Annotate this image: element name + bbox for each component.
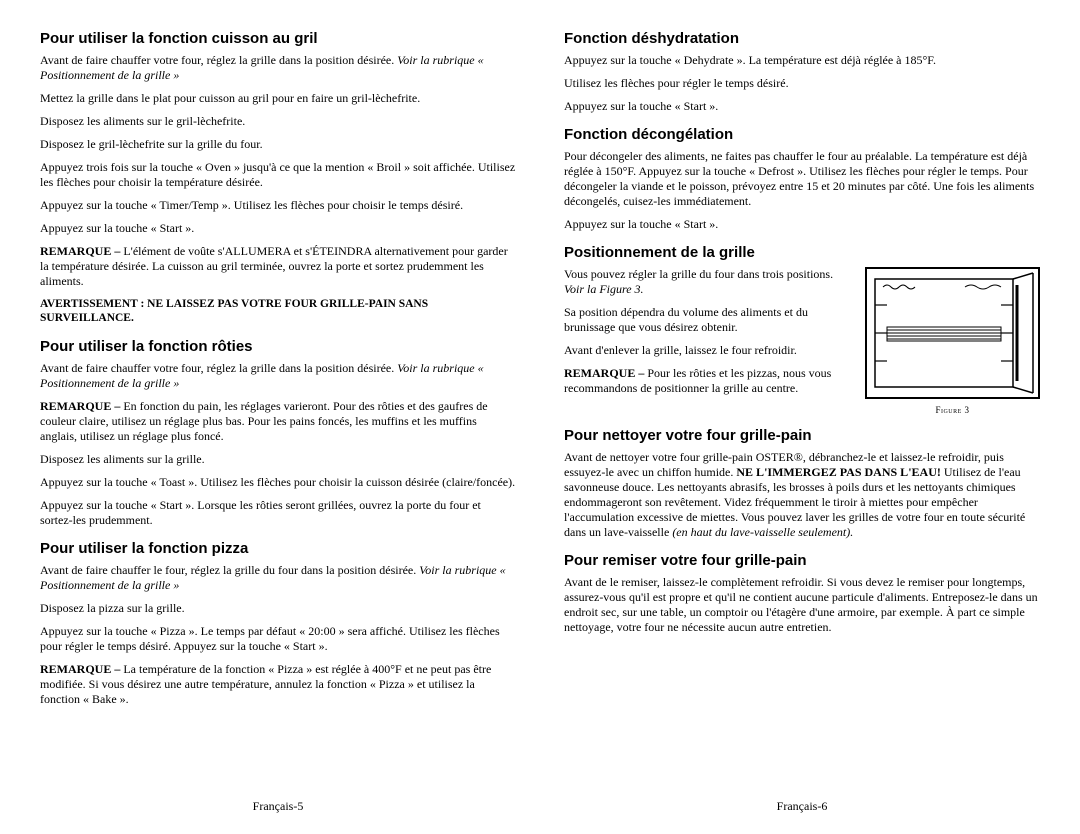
- para: Pour décongeler des aliments, ne faites …: [564, 149, 1040, 209]
- text-italic: (en haut du lave-vaisselle seulement).: [672, 525, 853, 539]
- para: Appuyez sur la touche « Start ».: [40, 221, 516, 236]
- para: Disposez la pizza sur la grille.: [40, 601, 516, 616]
- para: REMARQUE – Pour les rôties et les pizzas…: [564, 366, 851, 396]
- text: Avant de faire chauffer votre four, régl…: [40, 361, 394, 375]
- heading-defrost: Fonction décongélation: [564, 126, 1040, 143]
- para: Avant de faire chauffer votre four, régl…: [40, 361, 516, 391]
- para: Avant d'enlever la grille, laissez le fo…: [564, 343, 851, 358]
- para: Utilisez les flèches pour régler le temp…: [564, 76, 1040, 91]
- para: Avant de faire chauffer votre four, régl…: [40, 53, 516, 83]
- heading-clean: Pour nettoyer votre four grille-pain: [564, 427, 1040, 444]
- label-bold: REMARQUE –: [564, 366, 647, 380]
- heading-toast: Pour utiliser la fonction rôties: [40, 338, 516, 355]
- label-bold: REMARQUE –: [40, 399, 123, 413]
- para: Avant de faire chauffer le four, réglez …: [40, 563, 516, 593]
- oven-rack-illustration: [865, 267, 1040, 402]
- para: REMARQUE – L'élément de voûte s'ALLUMERA…: [40, 244, 516, 289]
- para: Disposez les aliments sur le gril-lèchef…: [40, 114, 516, 129]
- para: Appuyez sur la touche « Start ».: [564, 99, 1040, 114]
- figure-3: Figure 3: [865, 267, 1040, 415]
- para: Appuyez sur la touche « Timer/Temp ». Ut…: [40, 198, 516, 213]
- para: REMARQUE – En fonction du pain, les régl…: [40, 399, 516, 444]
- text: Avant de faire chauffer le four, réglez …: [40, 563, 416, 577]
- para: Avant de nettoyer votre four grille-pain…: [564, 450, 1040, 540]
- heading-pizza: Pour utiliser la fonction pizza: [40, 540, 516, 557]
- page-number-right: Français-6: [564, 783, 1040, 814]
- text-bold: NE L'IMMERGEZ PAS DANS L'EAU!: [736, 465, 940, 479]
- heading-store: Pour remiser votre four grille-pain: [564, 552, 1040, 569]
- page-number-left: Français-5: [40, 783, 516, 814]
- para: Appuyez trois fois sur la touche « Oven …: [40, 160, 516, 190]
- figure-row: Vous pouvez régler la grille du four dan…: [564, 267, 1040, 415]
- page-left: Pour utiliser la fonction cuisson au gri…: [28, 30, 540, 814]
- label-bold: REMARQUE –: [40, 244, 123, 258]
- para: Appuyez sur la touche « Toast ». Utilise…: [40, 475, 516, 490]
- para: Avant de le remiser, laissez-le complète…: [564, 575, 1040, 635]
- para: Appuyez sur la touche « Pizza ». Le temp…: [40, 624, 516, 654]
- warning-text: AVERTISSEMENT : NE LAISSEZ PAS VOTRE FOU…: [40, 297, 516, 326]
- heading-rack-position: Positionnement de la grille: [564, 244, 1040, 261]
- para: REMARQUE – La température de la fonction…: [40, 662, 516, 707]
- heading-broil: Pour utiliser la fonction cuisson au gri…: [40, 30, 516, 47]
- figure-text-col: Vous pouvez régler la grille du four dan…: [564, 267, 851, 404]
- para: Disposez les aliments sur la grille.: [40, 452, 516, 467]
- text: Avant de faire chauffer votre four, régl…: [40, 53, 394, 67]
- right-content: Fonction déshydratation Appuyez sur la t…: [564, 30, 1040, 783]
- heading-dehydrate: Fonction déshydratation: [564, 30, 1040, 47]
- para: Appuyez sur la touche « Dehydrate ». La …: [564, 53, 1040, 68]
- para: Appuyez sur la touche « Start ».: [564, 217, 1040, 232]
- para: Mettez la grille dans le plat pour cuiss…: [40, 91, 516, 106]
- label-bold: REMARQUE –: [40, 662, 123, 676]
- page-right: Fonction déshydratation Appuyez sur la t…: [540, 30, 1052, 814]
- figure-caption: Figure 3: [865, 405, 1040, 415]
- para: Appuyez sur la touche « Start ». Lorsque…: [40, 498, 516, 528]
- text: Vous pouvez régler la grille du four dan…: [564, 267, 833, 281]
- text-italic: Voir la Figure 3.: [564, 282, 644, 296]
- left-content: Pour utiliser la fonction cuisson au gri…: [40, 30, 516, 783]
- para: Sa position dépendra du volume des alime…: [564, 305, 851, 335]
- para: Vous pouvez régler la grille du four dan…: [564, 267, 851, 297]
- para: Disposez le gril-lèchefrite sur la grill…: [40, 137, 516, 152]
